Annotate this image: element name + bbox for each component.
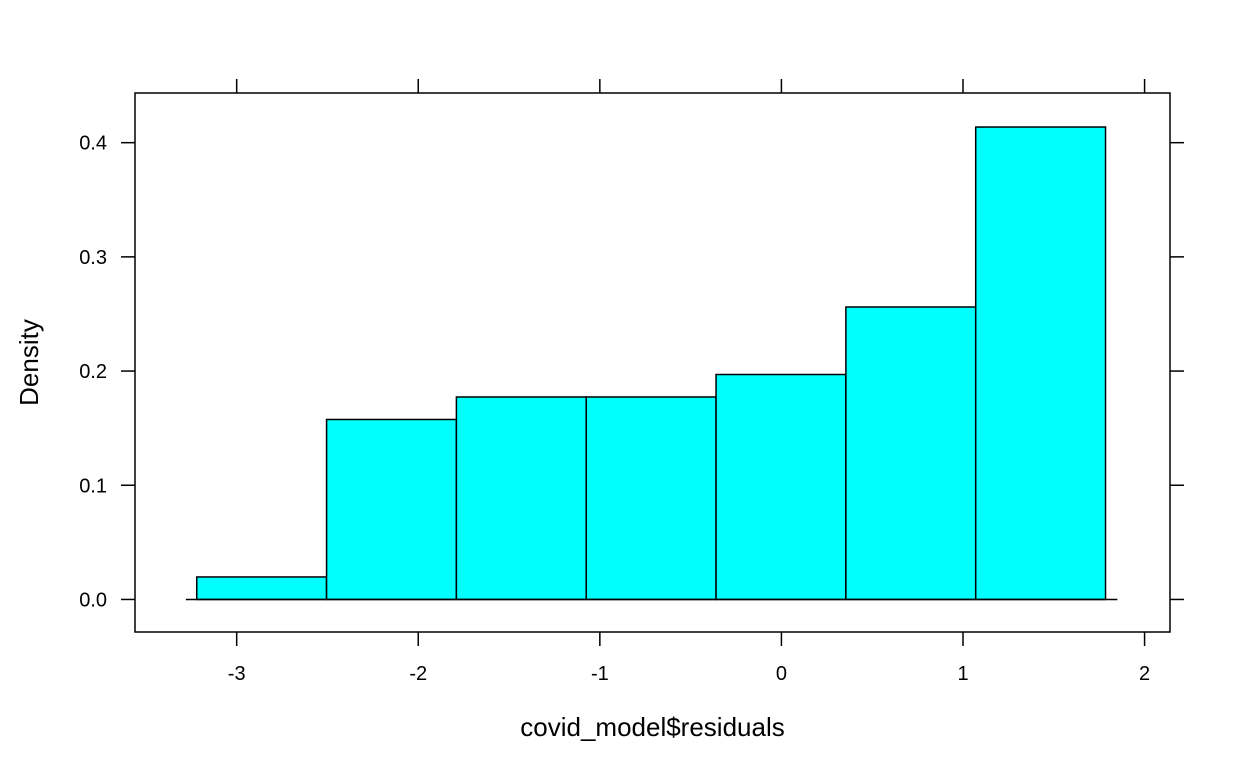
histogram-bar <box>715 373 847 601</box>
histogram-bar <box>195 576 328 601</box>
histogram-bar <box>845 306 977 601</box>
y-axis-title: Density <box>14 319 44 406</box>
plot-panel-frame <box>134 92 1171 633</box>
histogram-bar <box>585 396 717 601</box>
x-tick-label: -1 <box>591 663 609 685</box>
y-tick-label: 0.1 <box>79 475 107 497</box>
y-tick-label: 0.2 <box>79 361 107 383</box>
histogram-bars <box>195 126 1107 601</box>
x-tick-label: 1 <box>957 663 968 685</box>
y-axis-ticks: 0.0 0.1 0.2 0.3 0.4 <box>79 133 1184 611</box>
histogram-bar <box>455 396 587 601</box>
y-tick-label: 0.0 <box>79 589 107 611</box>
histogram-bar <box>325 418 458 601</box>
x-axis-ticks: -3 -2 -1 0 1 2 <box>228 79 1150 685</box>
x-tick-label: -2 <box>409 663 427 685</box>
y-tick-label: 0.4 <box>79 133 107 155</box>
x-tick-label: -3 <box>228 663 246 685</box>
y-tick-label: 0.3 <box>79 247 107 269</box>
x-tick-label: 0 <box>776 663 787 685</box>
x-tick-label: 2 <box>1139 663 1150 685</box>
x-axis-title: covid_model$residuals <box>520 712 784 742</box>
histogram-bar <box>974 126 1107 601</box>
